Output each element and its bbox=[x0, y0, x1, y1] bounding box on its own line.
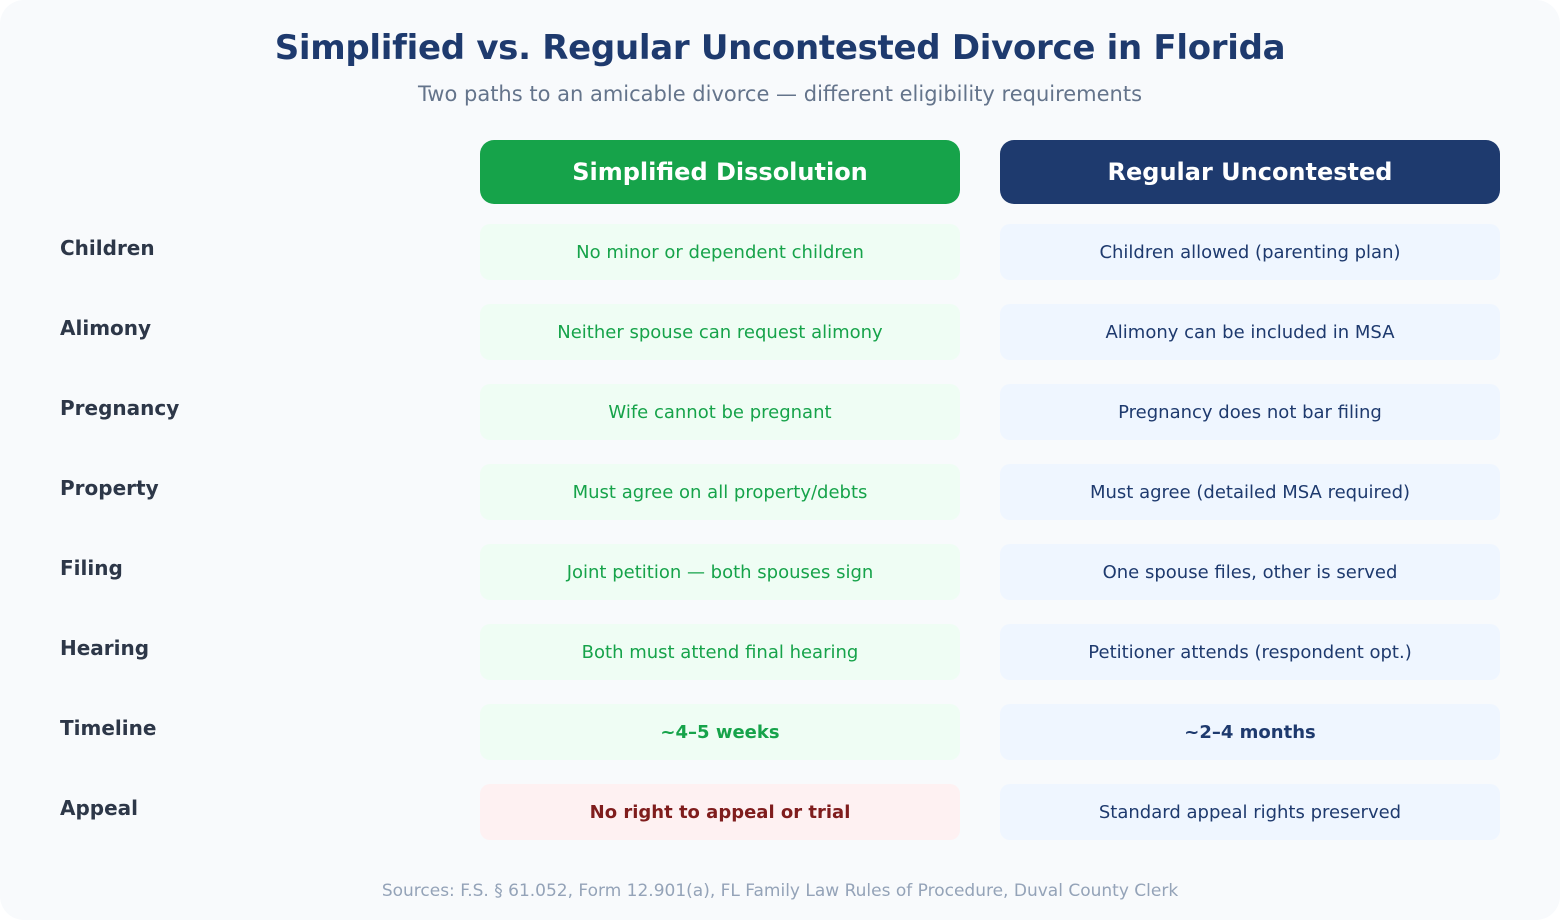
cell-regular-timeline: ~2–4 months bbox=[1000, 704, 1500, 760]
cell-simplified-alimony: Neither spouse can request alimony bbox=[480, 304, 960, 360]
cell-simplified-children: No minor or dependent children bbox=[480, 224, 960, 280]
column-header-simplified: Simplified Dissolution bbox=[480, 140, 960, 204]
cell-regular-pregnancy: Pregnancy does not bar filing bbox=[1000, 384, 1500, 440]
cell-regular-children: Children allowed (parenting plan) bbox=[1000, 224, 1500, 280]
row-label-filing: Filing bbox=[60, 556, 123, 580]
row-label-alimony: Alimony bbox=[60, 316, 152, 340]
row-label-property: Property bbox=[60, 476, 159, 500]
cell-simplified-pregnancy: Wife cannot be pregnant bbox=[480, 384, 960, 440]
row-label-children: Children bbox=[60, 236, 155, 260]
cell-simplified-appeal-warning: No right to appeal or trial bbox=[480, 784, 960, 840]
cell-simplified-filing: Joint petition — both spouses sign bbox=[480, 544, 960, 600]
cell-regular-filing: One spouse files, other is served bbox=[1000, 544, 1500, 600]
cell-regular-property: Must agree (detailed MSA required) bbox=[1000, 464, 1500, 520]
row-label-hearing: Hearing bbox=[60, 636, 150, 660]
sources-footnote: Sources: F.S. § 61.052, Form 12.901(a), … bbox=[381, 881, 1179, 901]
row-label-appeal: Appeal bbox=[60, 796, 139, 820]
cell-simplified-hearing: Both must attend final hearing bbox=[480, 624, 960, 680]
cell-regular-appeal: Standard appeal rights preserved bbox=[1000, 784, 1500, 840]
cell-simplified-property: Must agree on all property/debts bbox=[480, 464, 960, 520]
cell-regular-hearing: Petitioner attends (respondent opt.) bbox=[1000, 624, 1500, 680]
row-label-timeline: Timeline bbox=[60, 716, 157, 740]
row-label-pregnancy: Pregnancy bbox=[60, 396, 180, 420]
cell-regular-alimony: Alimony can be included in MSA bbox=[1000, 304, 1500, 360]
cell-simplified-timeline: ~4–5 weeks bbox=[480, 704, 960, 760]
column-header-regular: Regular Uncontested bbox=[1000, 140, 1500, 204]
page-title: Simplified vs. Regular Uncontested Divor… bbox=[274, 28, 1286, 68]
page-subtitle: Two paths to an amicable divorce — diffe… bbox=[417, 82, 1143, 106]
